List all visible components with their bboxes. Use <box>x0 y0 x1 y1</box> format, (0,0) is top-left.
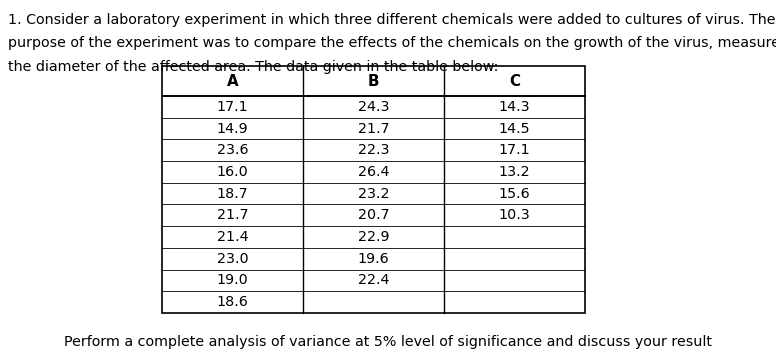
Text: 23.0: 23.0 <box>217 252 248 266</box>
Text: Perform a complete analysis of variance at 5% level of significance and discuss : Perform a complete analysis of variance … <box>64 335 712 349</box>
Text: 15.6: 15.6 <box>499 187 530 201</box>
Text: 19.0: 19.0 <box>217 273 248 287</box>
Text: 13.2: 13.2 <box>499 165 530 179</box>
Text: 21.7: 21.7 <box>358 122 390 135</box>
Text: 16.0: 16.0 <box>217 165 248 179</box>
Text: A: A <box>227 74 238 88</box>
Text: 22.4: 22.4 <box>358 273 390 287</box>
Text: 14.9: 14.9 <box>217 122 248 135</box>
Text: 17.1: 17.1 <box>499 143 530 157</box>
Text: 19.6: 19.6 <box>358 252 390 266</box>
Text: 23.6: 23.6 <box>217 143 248 157</box>
Text: 14.5: 14.5 <box>499 122 530 135</box>
Text: the diameter of the affected area. The data given in the table below:: the diameter of the affected area. The d… <box>8 60 498 74</box>
Text: 18.7: 18.7 <box>217 187 248 201</box>
Text: 20.7: 20.7 <box>358 208 390 222</box>
Text: 14.3: 14.3 <box>499 100 530 114</box>
Text: B: B <box>368 74 379 88</box>
Bar <box>162 66 585 313</box>
Text: 26.4: 26.4 <box>358 165 390 179</box>
Text: 18.6: 18.6 <box>217 295 248 309</box>
Text: purpose of the experiment was to compare the effects of the chemicals on the gro: purpose of the experiment was to compare… <box>8 36 776 51</box>
Text: 22.3: 22.3 <box>358 143 390 157</box>
Text: 1. Consider a laboratory experiment in which three different chemicals were adde: 1. Consider a laboratory experiment in w… <box>8 13 775 27</box>
Text: 24.3: 24.3 <box>358 100 390 114</box>
Text: 21.4: 21.4 <box>217 230 248 244</box>
Text: 21.7: 21.7 <box>217 208 248 222</box>
Text: C: C <box>509 74 520 88</box>
Text: 22.9: 22.9 <box>358 230 390 244</box>
Text: 17.1: 17.1 <box>217 100 248 114</box>
Text: 23.2: 23.2 <box>358 187 390 201</box>
Text: 10.3: 10.3 <box>499 208 530 222</box>
